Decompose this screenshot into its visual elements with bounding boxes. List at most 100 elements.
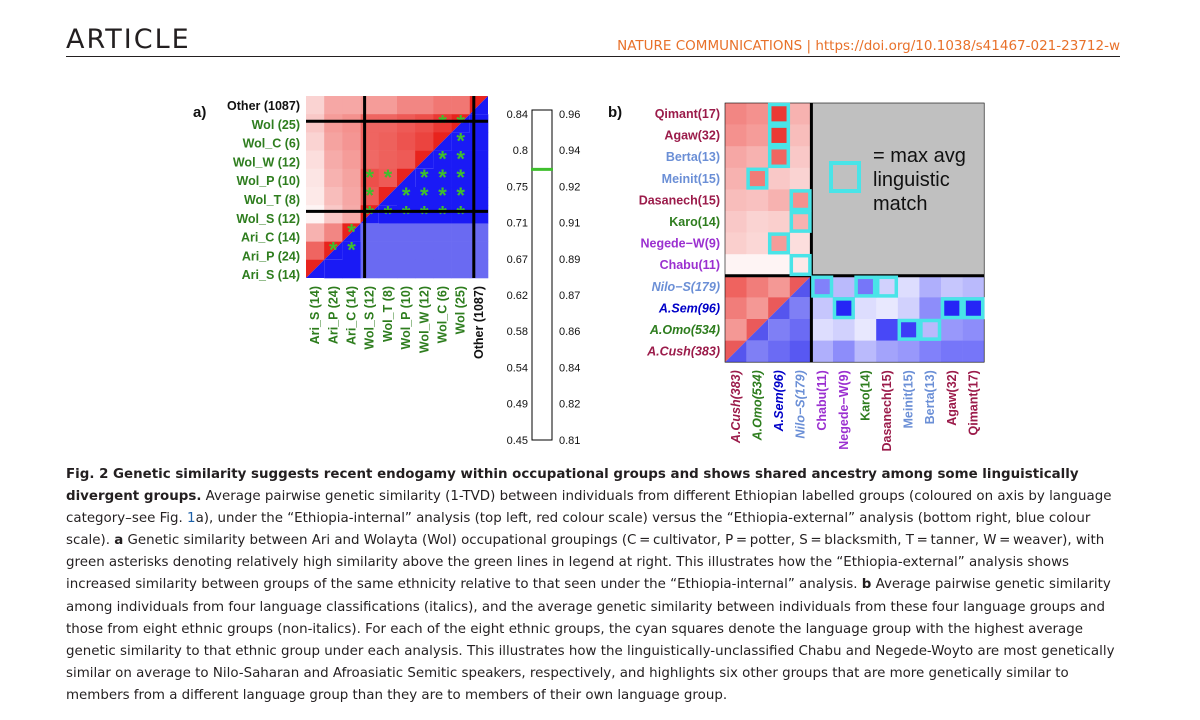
row-label-a: Wol_S (12) bbox=[236, 212, 300, 226]
cell-a-8-0 bbox=[306, 241, 325, 261]
legend-a-external-tick: 0.82 bbox=[559, 399, 580, 411]
cyan-match-square bbox=[854, 275, 877, 298]
col-label-a: Ari_C (14) bbox=[345, 286, 359, 345]
cell-b-2-0 bbox=[725, 146, 747, 169]
cyan-match-square bbox=[897, 318, 920, 341]
green-asterisk: * bbox=[365, 201, 374, 226]
green-asterisk: * bbox=[384, 201, 393, 226]
cell-b-5-3 bbox=[789, 211, 812, 233]
col-label-b: Qimant(17) bbox=[966, 370, 980, 435]
cell-a-diag-blue-5 bbox=[378, 187, 397, 206]
cell-a-7-6 bbox=[415, 223, 434, 242]
cell-b-8-7 bbox=[876, 275, 899, 298]
row-label-b: A.Sem(96) bbox=[658, 301, 720, 315]
row-label-b: Nilo−S(179) bbox=[652, 280, 720, 294]
cell-a-9-5 bbox=[397, 259, 416, 279]
col-label-b: Chabu(11) bbox=[815, 370, 829, 430]
col-label-a: Wol_C (6) bbox=[436, 286, 450, 343]
cell-b-diag-blue bbox=[746, 319, 769, 341]
cell-b-9-10 bbox=[941, 297, 963, 320]
cell-a-4-1 bbox=[324, 168, 343, 188]
row-label-b: A.Omo(534) bbox=[649, 323, 720, 337]
green-asterisk: * bbox=[365, 165, 374, 190]
cell-a-8-5 bbox=[397, 241, 416, 261]
cell-a-3-1 bbox=[324, 150, 343, 170]
cell-b-diag-blue bbox=[768, 297, 790, 319]
cell-b-0-1 bbox=[746, 103, 769, 125]
section-title: ARTICLE bbox=[66, 24, 191, 55]
cell-b-10-11 bbox=[962, 319, 985, 341]
cell-b-11-3 bbox=[789, 340, 812, 363]
cell-a-diag-blue-3 bbox=[415, 150, 434, 169]
green-asterisk: * bbox=[438, 147, 447, 172]
caption-title: Fig. 2 Genetic similarity suggests recen… bbox=[66, 467, 1079, 505]
cell-b-9-6 bbox=[854, 297, 877, 320]
cell-a-5-5 bbox=[397, 187, 416, 206]
caption-fig-ref[interactable]: 1 bbox=[187, 511, 196, 527]
cell-a-3-5 bbox=[397, 150, 416, 170]
cell-b-8-4 bbox=[811, 275, 834, 298]
cell-a-diag-blue-7 bbox=[342, 223, 361, 242]
cell-a-6-5 bbox=[397, 205, 416, 224]
green-asterisk: * bbox=[347, 238, 356, 263]
cell-b-3-1 bbox=[746, 167, 769, 190]
legend-a-external-tick: 0.92 bbox=[559, 181, 580, 193]
cell-a-3-7 bbox=[433, 150, 452, 170]
cell-b-9-4 bbox=[811, 297, 834, 320]
row-label-a: Wol (25) bbox=[252, 118, 300, 132]
cell-b-6-3 bbox=[789, 232, 812, 255]
cell-a-0-6 bbox=[415, 96, 434, 115]
cell-b-1-2 bbox=[768, 124, 791, 147]
cell-a-5-2 bbox=[342, 187, 361, 206]
cell-b-8-0 bbox=[725, 275, 747, 298]
row-label-b: Dasanech(15) bbox=[639, 193, 720, 207]
cell-a-8-7 bbox=[433, 241, 452, 261]
journal-doi-link[interactable]: NATURE COMMUNICATIONS | https://doi.org/… bbox=[617, 38, 1120, 54]
cell-b-8-11 bbox=[962, 275, 985, 298]
cell-b-11-10 bbox=[941, 340, 963, 363]
cell-b-8-1 bbox=[746, 275, 769, 298]
cell-a-diag-red-4 bbox=[397, 168, 416, 187]
cell-b-9-8 bbox=[897, 297, 920, 320]
col-label-b: A.Sem(96) bbox=[772, 370, 786, 432]
green-asterisk: * bbox=[347, 220, 356, 245]
cell-b-8-9 bbox=[919, 275, 942, 298]
cell-b-diag-red bbox=[789, 275, 812, 298]
legend-a-internal-tick: 0.71 bbox=[507, 218, 528, 230]
cell-a-7-4 bbox=[378, 223, 398, 242]
cell-b-6-1 bbox=[746, 232, 769, 255]
cell-b-10-6 bbox=[854, 319, 877, 341]
cell-a-9-7 bbox=[433, 259, 452, 279]
cell-b-11-6 bbox=[854, 340, 877, 363]
cell-a-3-0 bbox=[306, 150, 325, 170]
cell-b-7-2 bbox=[768, 254, 791, 277]
cell-a-1-4 bbox=[378, 114, 398, 133]
row-label-a: Wol_P (10) bbox=[237, 174, 300, 188]
cell-b-10-10 bbox=[941, 319, 963, 341]
cell-a-7-1 bbox=[324, 223, 343, 242]
cyan-match-square bbox=[789, 210, 812, 233]
caption-text-2: a), under the “Ethiopia-internal” analys… bbox=[66, 511, 1091, 549]
cell-b-4-0 bbox=[725, 189, 747, 212]
cell-b-10-4 bbox=[811, 319, 834, 341]
legend-b-text: linguistic bbox=[873, 169, 950, 191]
cyan-match-square bbox=[919, 318, 942, 341]
green-asterisk: * bbox=[456, 201, 465, 226]
cell-a-3-4 bbox=[378, 150, 398, 170]
cell-a-1-5 bbox=[397, 114, 416, 133]
cell-b-8-6 bbox=[854, 275, 877, 298]
cell-a-9-6 bbox=[415, 259, 434, 279]
row-label-b: Meinit(15) bbox=[662, 172, 720, 186]
col-label-b: A.Cush(383) bbox=[729, 370, 743, 444]
cell-b-9-0 bbox=[725, 297, 747, 320]
row-label-b: Negede−W(9) bbox=[640, 237, 720, 251]
cell-b-6-0 bbox=[725, 232, 747, 255]
col-label-a: Other (1087) bbox=[472, 286, 486, 359]
col-label-b: Agaw(32) bbox=[945, 370, 959, 426]
cell-a-6-6 bbox=[415, 205, 434, 224]
cell-a-5-6 bbox=[415, 187, 434, 206]
row-label-a: Wol_W (12) bbox=[233, 155, 300, 169]
row-label-b: Berta(13) bbox=[666, 150, 720, 164]
green-asterisk: * bbox=[438, 201, 447, 226]
cell-a-8-8 bbox=[451, 241, 471, 261]
